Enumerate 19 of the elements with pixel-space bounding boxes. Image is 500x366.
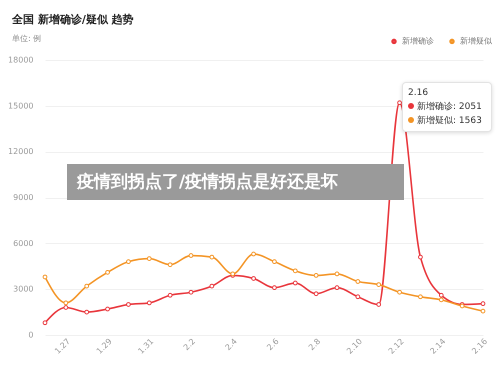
x-tick-label: 2.6 [265, 336, 281, 352]
x-tick-label: 2.2 [182, 336, 198, 352]
y-tick-label: 3000 [13, 284, 34, 294]
y-tick-label: 18000 [8, 56, 34, 64]
annotation: 新增确诊: 2051 [416, 100, 483, 114]
chart-title: 全国 新增确诊/疑似 趋势 [12, 12, 134, 27]
x-tick-label: 2.4 [224, 336, 239, 352]
annotation: 疫情到拐点了/疫情拐点是好还是坏 [76, 171, 338, 194]
y-tick-label: 12000 [8, 147, 34, 156]
x-tick-label: 2.8 [306, 336, 322, 352]
chart-subtitle: 单位: 例 [12, 33, 42, 44]
legend-label: 新增确诊 [402, 36, 434, 46]
y-tick-label: 9000 [13, 193, 34, 202]
y-tick-label: 15000 [8, 101, 34, 110]
y-tick-label: 6000 [13, 238, 34, 248]
annotation: 2.16 [408, 87, 430, 100]
y-tick-label: 0 [28, 330, 34, 340]
annotation: 新增疑似: 1563 [416, 114, 483, 128]
legend-label: 新增疑似 [460, 36, 493, 46]
